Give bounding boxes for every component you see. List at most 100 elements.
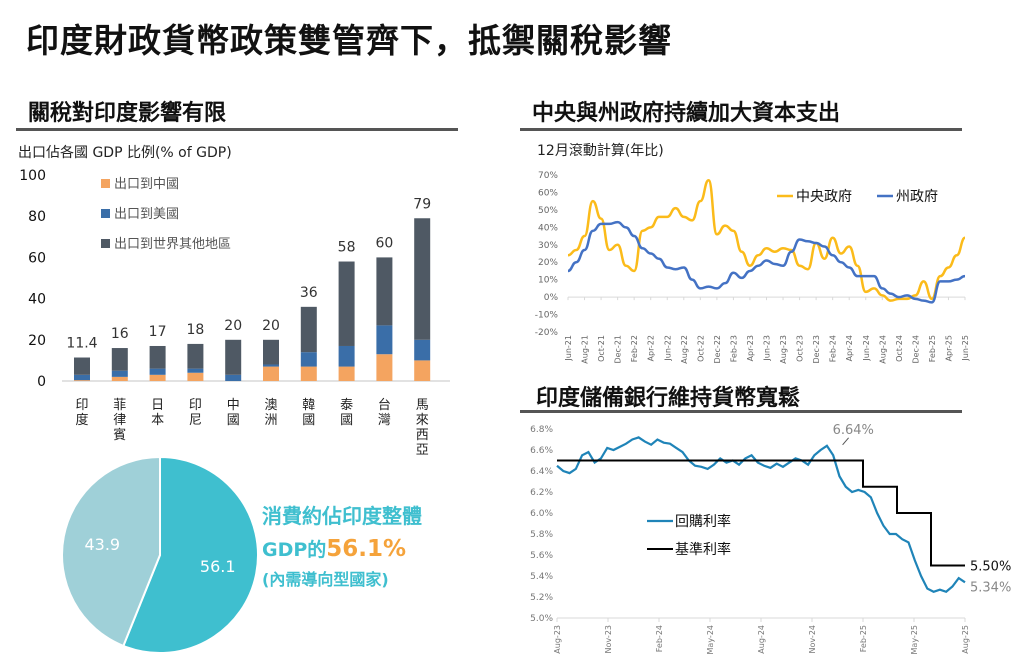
x-tick-label: Aug-22 [680,335,689,364]
x-tick-label: Jun-23 [763,335,772,362]
x-tick-label: Dec-21 [614,335,623,364]
y-tick-label: 50% [538,206,558,216]
x-tick-label: Jun-25 [961,335,970,362]
bar-segment-us [338,345,355,367]
x-category-label: 馬 [416,398,429,413]
x-tick-label: Aug-24 [757,625,766,654]
annotation-policy-rate: 5.50% [970,560,1011,575]
capex-section-rule [520,128,962,131]
x-category-label: 西 [416,428,429,443]
y-tick-label: 80 [28,209,46,225]
x-tick-label: Feb-25 [928,335,937,362]
consumption-note-line1: 消費約佔印度整體 [262,504,422,528]
x-tick-label: Apr-23 [746,335,755,361]
x-category-label: 洲 [264,413,277,428]
bar-segment-china [149,374,166,381]
legend-label: 出口到美國 [114,207,179,222]
bar-segment-china [74,380,90,381]
bar-segment-us [187,368,204,373]
x-category-label: 灣 [378,413,391,428]
x-category-label: 韓 [302,398,315,413]
bar-segment-other [187,343,204,369]
bar-segment-other [225,339,242,375]
x-category-label: 印 [75,398,88,413]
y-tick-label: 40 [28,292,46,308]
page-title: 印度財政貨幣政策雙管齊下，抵禦關稅影響 [26,21,672,60]
bar-segment-us [300,352,317,367]
bar-segment-china [300,366,317,381]
x-tick-label: Oct-21 [597,335,606,362]
x-category-label: 本 [151,413,164,428]
line-series-state [567,220,966,304]
bar-segment-us [263,364,279,367]
exports-bar-chart: 0 20 40 60 80 100 11.4 印度 16 菲律賓 17 日本 18 印尼 20 中國 20 澳洲 3… [19,168,450,458]
x-tick-label: Aug-23 [553,625,562,654]
y-tick-label: 60% [538,188,558,198]
x-category-label: 菲 [113,398,126,413]
line-series-repo [556,436,966,593]
legend-label: 出口到世界其他地區 [114,237,231,252]
x-category-label: 泰 [340,398,353,413]
bar-total-label: 18 [186,322,204,338]
x-tick-label: Dec-23 [812,335,821,364]
y-tick-label: 0 [37,374,46,390]
bar-segment-other [263,339,279,365]
x-tick-label: Aug-21 [581,335,590,364]
capex-line-chart: -20% -10% 0% 10% 20% 30% 40% 50% 60% 70% Jun-21 Aug… [535,171,970,364]
bar-total-label: 60 [375,235,393,251]
capex-chart-subtitle: 12月滾動計算(年比) [537,143,664,159]
y-tick-label: 6.0% [530,509,553,519]
legend-swatch-other [101,239,110,248]
bar-segment-other [338,261,355,346]
pie-slice [122,455,259,654]
x-tick-label: Dec-22 [713,335,722,364]
bar-segment-china [111,376,128,381]
annotation-peak: 6.64% [833,423,874,438]
y-tick-label: -20% [535,328,559,338]
bar-total-label: 58 [338,240,356,256]
x-category-label: 來 [416,413,429,428]
legend-label: 中央政府 [796,189,852,205]
bar-total-label: 20 [262,318,280,334]
tariff-section-title: 關稅對印度影響有限 [28,101,227,126]
x-category-label: 國 [340,413,353,428]
consumption-note-line2: GDP的56.1% [262,535,422,562]
x-tick-label: May-25 [910,625,919,654]
x-category-label: 國 [227,413,240,428]
x-tick-label: Jun-22 [663,335,672,362]
tariff-section-rule [16,128,458,131]
bar-segment-china [263,366,279,381]
x-category-label: 澳 [264,397,277,413]
bar-segment-us [111,370,128,377]
bar-total-label: 16 [111,326,129,342]
x-tick-label: Nov-24 [808,625,817,653]
x-tick-label: Dec-24 [911,335,920,364]
annotation-repo-rate: 5.34% [970,580,1011,595]
x-category-label: 印 [189,398,202,413]
rbi-section-rule [520,410,962,413]
pie-slice [61,455,161,648]
annotation-leader [842,437,849,446]
y-tick-label: 5.8% [530,530,553,540]
line-series-policy [557,459,965,567]
consumption-note-prefix: GDP的 [262,539,327,561]
bar-segment-us [414,339,431,361]
x-tick-label: Apr-24 [845,335,854,361]
line-series-central [567,178,966,302]
x-category-label: 尼 [189,413,202,428]
bar-total-label: 17 [149,324,167,340]
y-tick-label: 100 [19,168,46,184]
x-tick-label: Aug-23 [779,335,788,364]
x-category-label: 台 [378,398,391,413]
bar-total-label: 36 [300,285,318,301]
y-tick-label: 6.6% [530,446,553,456]
x-tick-label: Aug-24 [878,335,887,364]
bar-segment-other [149,345,166,369]
bar-total-label: 79 [413,196,431,212]
consumption-note: 消費約佔印度整體 GDP的56.1% (內需導向型國家) [262,500,422,590]
legend-label: 州政府 [896,189,938,205]
x-tick-label: Feb-22 [630,335,639,362]
bar-segment-other [300,306,317,353]
x-tick-label: Feb-25 [859,625,868,652]
bar-segment-other [376,257,393,326]
